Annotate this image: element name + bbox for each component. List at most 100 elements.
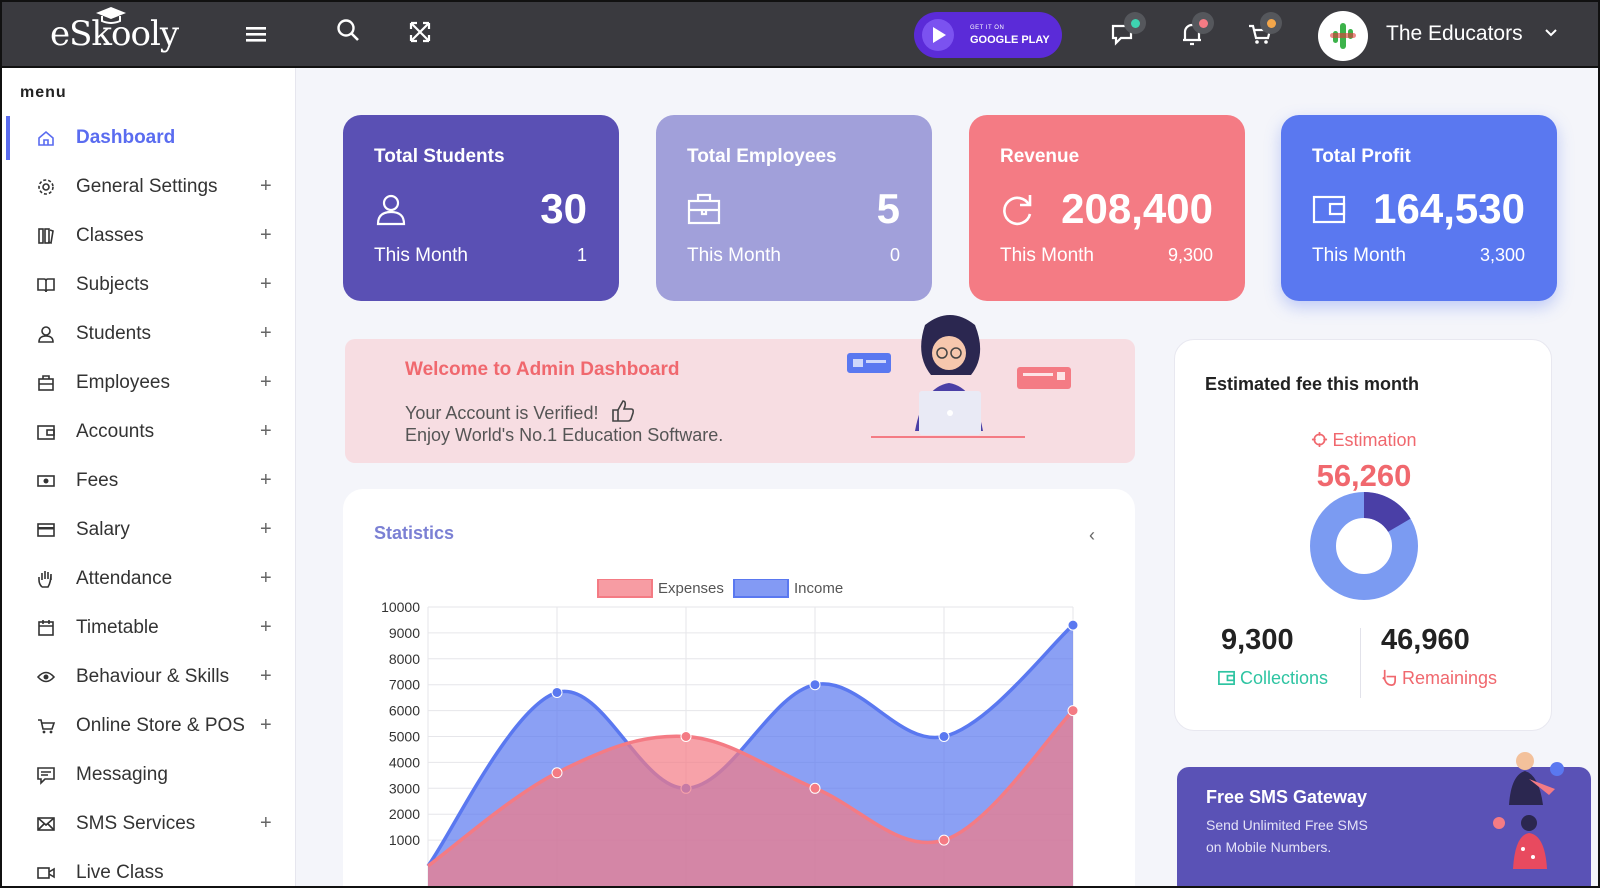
hamburger-menu-icon[interactable]	[242, 20, 270, 48]
sidebar-item-online-store-pos[interactable]: Online Store & POS +	[2, 704, 298, 748]
fee-panel-title: Estimated fee this month	[1205, 374, 1420, 394]
user-icon	[38, 326, 54, 343]
remainings-text: Remainings	[1402, 668, 1498, 688]
sidebar: menu Dashboard General Settings + Classes + S…	[0, 68, 296, 888]
stat-card-period: This Month	[1312, 245, 1406, 266]
sidebar-item-subjects[interactable]: Subjects +	[2, 263, 298, 307]
graduation-cap-icon	[96, 7, 126, 24]
sidebar-item-accounts[interactable]: Accounts +	[2, 410, 298, 454]
expand-plus-icon[interactable]: +	[260, 665, 272, 687]
chat-notification-button[interactable]	[1106, 12, 1146, 52]
logo[interactable]: eSkooly	[50, 7, 179, 54]
expand-plus-icon[interactable]: +	[260, 812, 272, 834]
expand-plus-icon[interactable]: +	[260, 224, 272, 246]
bell-notification-button[interactable]	[1174, 12, 1214, 52]
expand-plus-icon[interactable]: +	[260, 567, 272, 589]
sidebar-item-label: Accounts	[76, 421, 155, 442]
expand-plus-icon[interactable]: +	[260, 273, 272, 295]
welcome-banner: Welcome to Admin Dashboard Your Account …	[345, 315, 1135, 463]
statistics-title: Statistics	[374, 523, 455, 543]
menu-title: menu	[20, 84, 67, 101]
y-tick-label: 2000	[389, 806, 420, 822]
expand-plus-icon[interactable]: +	[260, 469, 272, 491]
free-sms-gateway-banner[interactable]: Free SMS Gateway Send Unlimited Free SMS…	[1177, 752, 1591, 888]
estimation-label: Estimation	[1332, 430, 1417, 450]
wallet-icon	[1218, 670, 1235, 686]
expand-plus-icon[interactable]: +	[260, 322, 272, 344]
stat-card-total-profit: Total Profit 164,530 This Month 3,300	[1281, 115, 1557, 301]
sms-line-2: on Mobile Numbers.	[1206, 839, 1332, 855]
eye-icon	[36, 671, 56, 683]
sidebar-item-general-settings[interactable]: General Settings +	[2, 165, 298, 209]
chevron-down-icon[interactable]	[1544, 28, 1558, 38]
hand-icon	[38, 571, 52, 588]
stat-card-title: Total Profit	[1312, 146, 1411, 167]
stat-card-value: 5	[876, 185, 900, 232]
chevron-left-icon[interactable]: ‹	[1089, 525, 1095, 545]
cart-notification-button[interactable]	[1242, 12, 1282, 52]
sidebar-item-label: Messaging	[76, 764, 168, 785]
collections-text: Collections	[1240, 668, 1329, 688]
sidebar-item-sms-services[interactable]: SMS Services +	[2, 802, 298, 846]
y-tick-label: 7000	[389, 677, 420, 693]
google-play-label: GOOGLE PLAY	[970, 34, 1050, 46]
expand-plus-icon[interactable]: +	[260, 371, 272, 393]
data-point-expenses	[1067, 705, 1079, 717]
expand-plus-icon[interactable]: +	[260, 518, 272, 540]
welcome-title: Welcome to Admin Dashboard	[405, 359, 680, 380]
estimated-fee-panel: Estimated fee this month Estimation 56,2…	[1174, 339, 1552, 731]
user-name[interactable]: The Educators	[1386, 22, 1523, 45]
sidebar-item-messaging[interactable]: Messaging	[2, 753, 298, 797]
stat-card-period: This Month	[374, 245, 468, 266]
expand-plus-icon[interactable]: +	[260, 616, 272, 638]
expand-plus-icon[interactable]: +	[260, 714, 272, 736]
statistics-chart: 10000 9000 8000 7000 6000 5000 4000 3000 2000 100…	[381, 579, 1079, 886]
stat-card-period-value: 9,300	[1167, 245, 1213, 265]
google-play-button[interactable]: GET IT ON GOOGLE PLAY	[914, 12, 1062, 58]
gear-icon	[38, 179, 54, 195]
sidebar-item-timetable[interactable]: Timetable +	[2, 606, 298, 650]
sidebar-item-label: Students	[76, 323, 151, 344]
sidebar-item-employees[interactable]: Employees +	[2, 361, 298, 405]
stat-card-period-value: 0	[889, 245, 900, 265]
user-avatar[interactable]	[1318, 11, 1368, 61]
expand-plus-icon[interactable]: +	[260, 175, 272, 197]
sidebar-item-behaviour-skills[interactable]: Behaviour & Skills +	[2, 655, 298, 699]
fullscreen-icon[interactable]	[406, 18, 434, 46]
stat-card-title: Total Employees	[687, 146, 837, 167]
top-bar: eSkooly GET IT ON GOOGLE PLAY	[0, 0, 1600, 68]
open-book-icon	[37, 278, 55, 293]
stat-card-period: This Month	[1000, 245, 1094, 266]
search-icon[interactable]	[334, 16, 362, 44]
sidebar-item-attendance[interactable]: Attendance +	[2, 557, 298, 601]
sidebar-item-students[interactable]: Students +	[2, 312, 298, 356]
data-point-expenses	[809, 782, 821, 794]
data-point-income	[1067, 619, 1079, 631]
data-point-expenses	[938, 834, 950, 846]
user-icon	[376, 194, 406, 226]
thumbs-up-icon	[612, 400, 635, 422]
legend-swatch-expenses	[597, 579, 653, 598]
sidebar-item-label: Dashboard	[76, 127, 176, 148]
sidebar-item-dashboard[interactable]: Dashboard	[2, 116, 298, 160]
sidebar-item-label: General Settings	[76, 176, 218, 197]
sidebar-item-label: Salary	[76, 519, 130, 540]
people-chatting-illustration	[1493, 752, 1564, 869]
sidebar-item-classes[interactable]: Classes +	[2, 214, 298, 258]
y-tick-label: 3000	[389, 780, 420, 796]
home-icon	[38, 130, 54, 146]
sidebar-item-fees[interactable]: Fees +	[2, 459, 298, 503]
stat-card-period: This Month	[687, 245, 781, 266]
sidebar-item-salary[interactable]: Salary +	[2, 508, 298, 552]
school-logo-icon	[1330, 23, 1356, 49]
y-tick-label: 6000	[389, 703, 420, 719]
y-tick-label: 4000	[389, 754, 420, 770]
stat-card-title: Revenue	[1000, 146, 1080, 167]
sidebar-item-live-class[interactable]: Live Class	[2, 851, 298, 888]
y-tick-label: 10000	[381, 599, 420, 615]
cart-badge	[1260, 12, 1282, 34]
stat-card-period-value: 1	[576, 245, 587, 265]
expand-plus-icon[interactable]: +	[260, 420, 272, 442]
donut-collected-slice	[1310, 492, 1418, 600]
fee-donut-chart	[1310, 492, 1418, 600]
